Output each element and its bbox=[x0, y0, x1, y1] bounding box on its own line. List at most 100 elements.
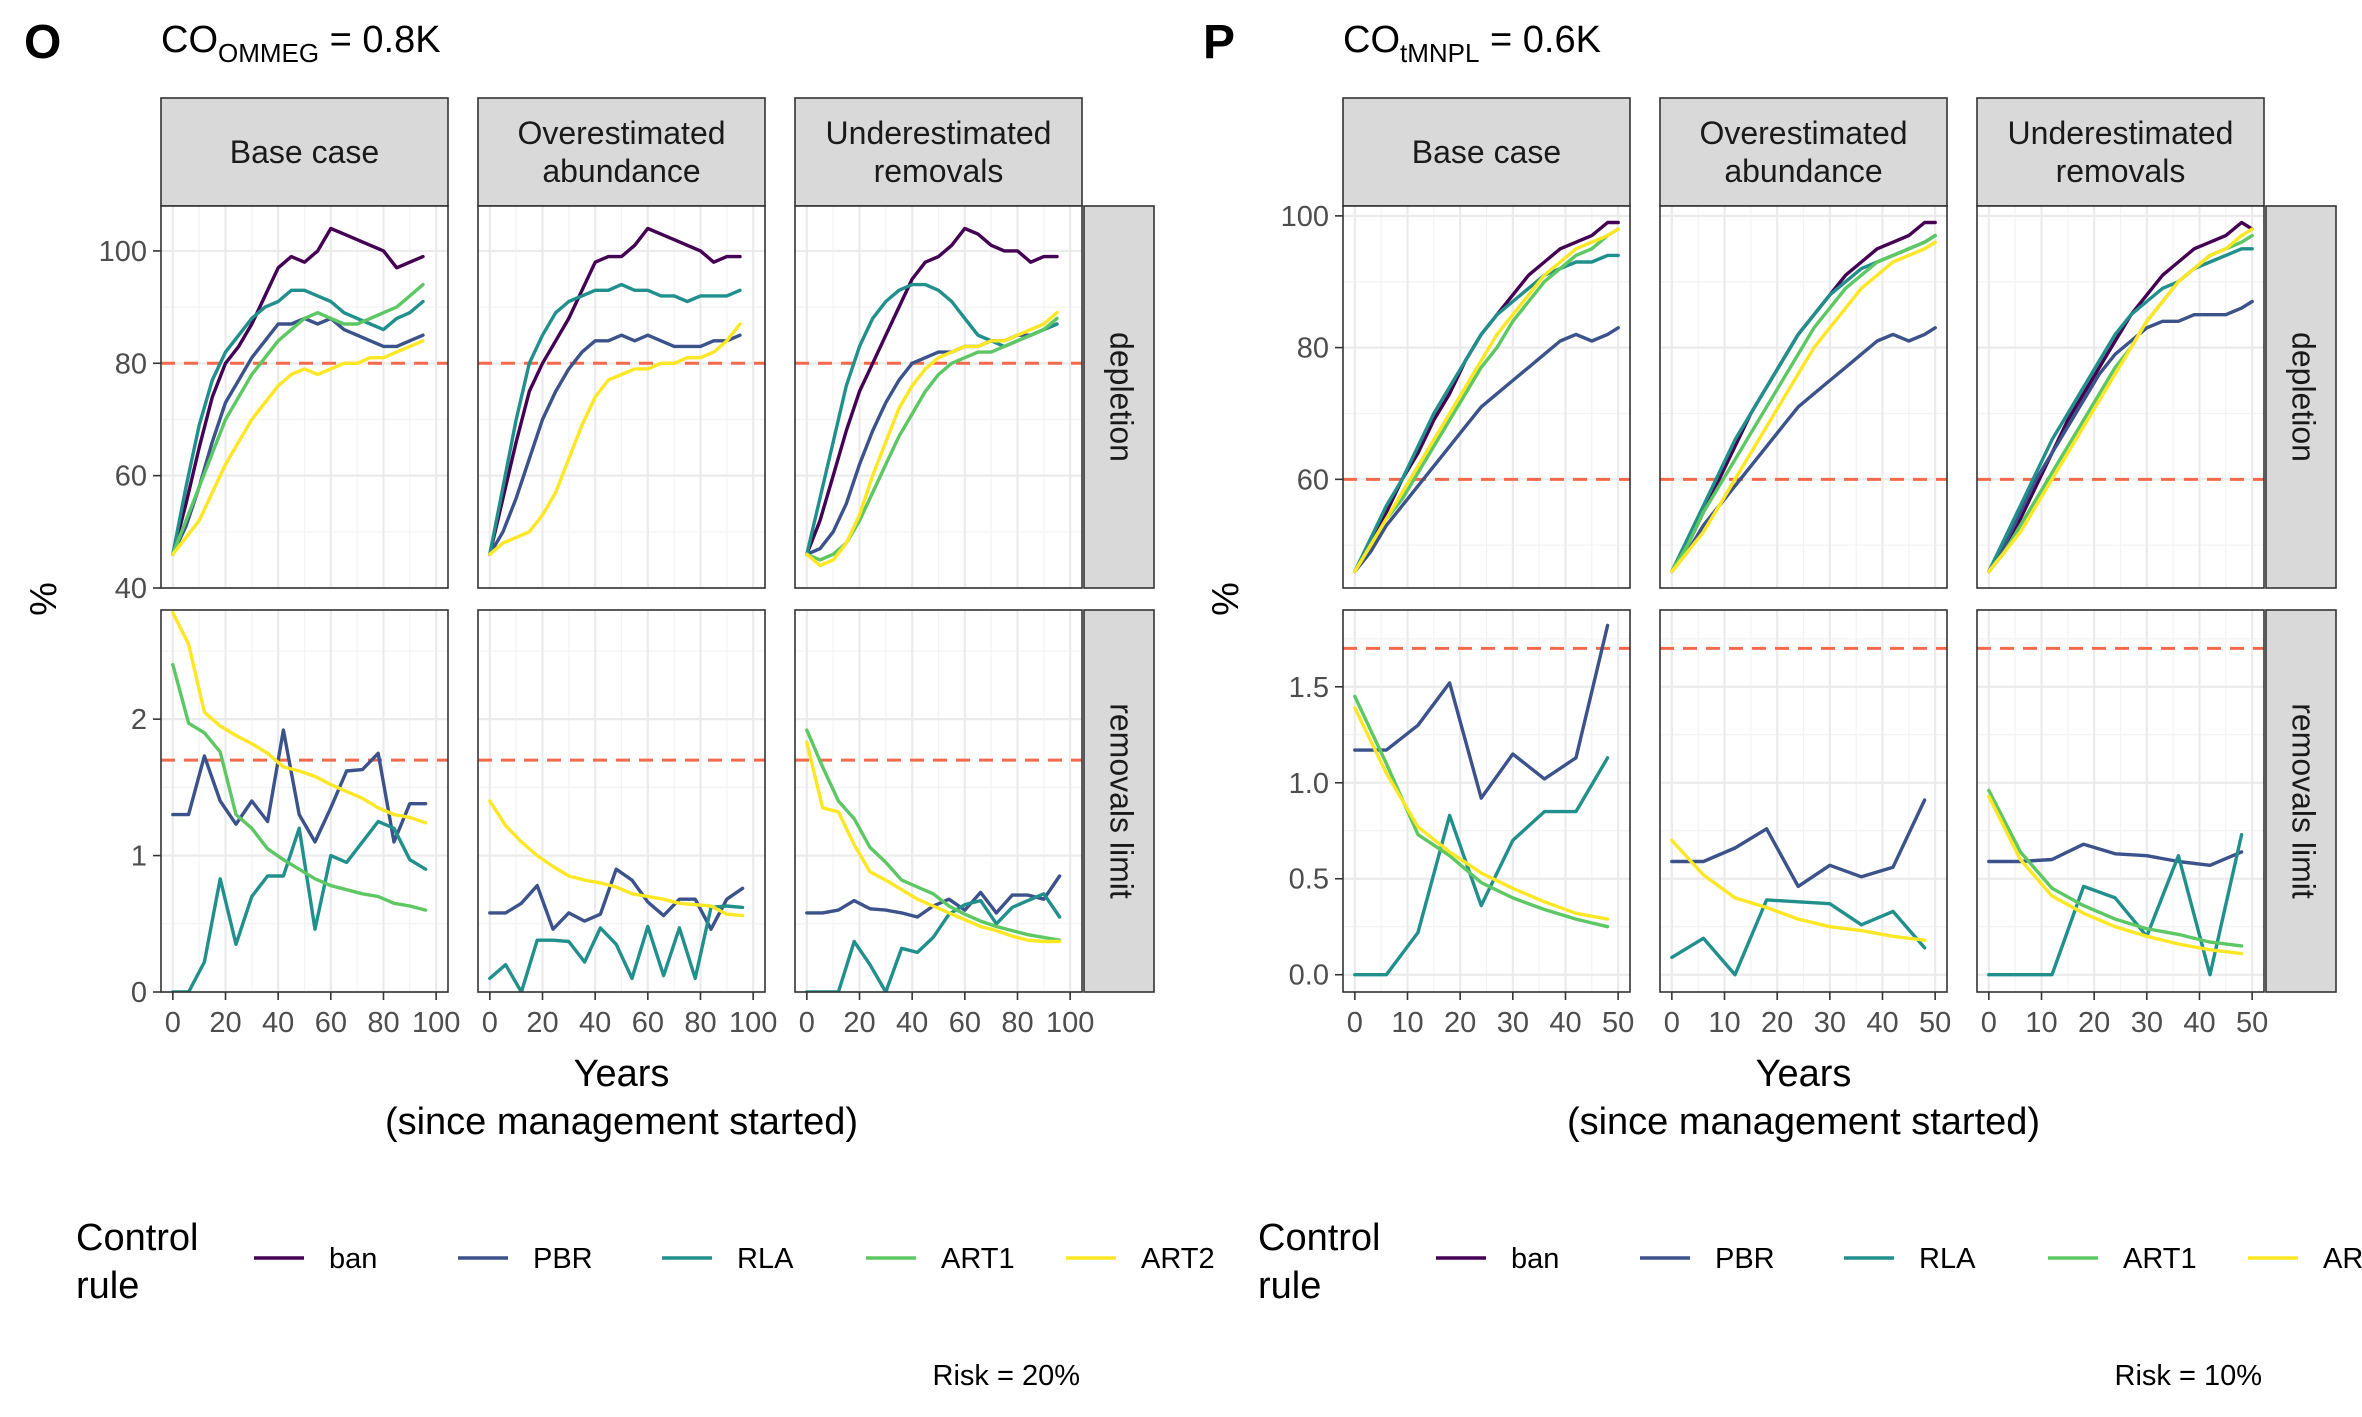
strip-label: abundance bbox=[542, 153, 700, 189]
panel-border bbox=[1342, 609, 1631, 993]
legend-title: Control bbox=[76, 1217, 199, 1259]
x-tick-label: 0 bbox=[1664, 1007, 1680, 1039]
series-line-ban bbox=[805, 226, 1059, 556]
x-tick-label: 10 bbox=[2025, 1007, 2057, 1039]
series-line-art2 bbox=[488, 322, 742, 556]
y-tick-label: 0 bbox=[131, 977, 147, 1009]
y-tick-label: 2 bbox=[131, 704, 147, 736]
x-tick-label: 100 bbox=[1046, 1007, 1094, 1039]
panel-depletion-overestimated-abundance bbox=[477, 205, 766, 590]
series-line-ban bbox=[171, 226, 425, 556]
strip-label: Base case bbox=[1412, 134, 1561, 170]
risk-label: Risk = 10% bbox=[2115, 1360, 2262, 1392]
strip-label: Underestimated bbox=[2008, 115, 2234, 151]
panel-removals-limit-underestimated-removals: 0 10 20 30 40 50 bbox=[1976, 609, 2268, 1039]
panel-removals-limit-underestimated-removals: 0 20 40 60 80 100 bbox=[794, 609, 1094, 1039]
series-line-ban bbox=[488, 226, 742, 556]
strip-label: removals limit bbox=[1104, 703, 1140, 899]
series-line-art2 bbox=[488, 799, 745, 918]
x-tick-label: 30 bbox=[1814, 1007, 1846, 1039]
legend-label-rla: RLA bbox=[737, 1243, 794, 1275]
panel-removals-limit-base-case: 0.0 0.5 1.0 1.5 0 10 20 30 40 50 bbox=[1289, 609, 1634, 1039]
series-line-art1 bbox=[1353, 227, 1620, 574]
x-axis-title: Years bbox=[1756, 1053, 1852, 1095]
panel-border bbox=[1342, 205, 1631, 589]
series-line-art1 bbox=[171, 282, 425, 556]
series-line-art1 bbox=[1670, 233, 1937, 574]
x-tick-label: 0 bbox=[1347, 1007, 1363, 1039]
legend-label-pbr: PBR bbox=[533, 1243, 593, 1275]
chart-p: P COtMNPL = 0.6K Base case Overestimatedabu… bbox=[1203, 16, 2362, 1392]
y-tick-label: 60 bbox=[115, 461, 147, 493]
x-tick-label: 100 bbox=[412, 1007, 460, 1039]
panel-letter: O bbox=[24, 16, 61, 69]
series-line-art2 bbox=[805, 740, 1062, 944]
legend-label-art1: ART1 bbox=[2123, 1243, 2197, 1275]
y-tick-label: 0.0 bbox=[1289, 960, 1329, 992]
x-tick-label: 50 bbox=[1602, 1007, 1634, 1039]
series-line-art2 bbox=[171, 611, 428, 825]
legend-label-rla: RLA bbox=[1919, 1243, 1976, 1275]
series-line-rla bbox=[1987, 247, 2254, 574]
x-tick-label: 10 bbox=[1391, 1007, 1423, 1039]
panel-border bbox=[1976, 609, 2265, 993]
strip-label: Overestimated bbox=[517, 115, 725, 151]
x-tick-label: 50 bbox=[2236, 1007, 2268, 1039]
series-line-art1 bbox=[805, 728, 1062, 942]
panel-border bbox=[1976, 205, 2265, 589]
strip-underestimated-removals bbox=[1976, 97, 2265, 207]
risk-label: Risk = 20% bbox=[933, 1360, 1080, 1392]
x-tick-label: 0 bbox=[1981, 1007, 1997, 1039]
legend-label-art2: ART2 bbox=[2323, 1243, 2362, 1275]
x-tick-label: 0 bbox=[165, 1007, 181, 1039]
x-tick-label: 20 bbox=[843, 1007, 875, 1039]
x-tick-label: 60 bbox=[949, 1007, 981, 1039]
series-line-ban bbox=[1987, 220, 2254, 574]
x-tick-label: 60 bbox=[315, 1007, 347, 1039]
x-tick-label: 20 bbox=[209, 1007, 241, 1039]
panel-border bbox=[1659, 609, 1948, 993]
legend-label-art1: ART1 bbox=[941, 1243, 1015, 1275]
x-tick-label: 80 bbox=[684, 1007, 716, 1039]
x-tick-label: 40 bbox=[1866, 1007, 1898, 1039]
x-axis-subtitle: (since management started) bbox=[385, 1101, 858, 1143]
strip-depletion bbox=[2265, 205, 2337, 589]
panel-removals-limit-overestimated-abundance: 0 20 40 60 80 100 bbox=[477, 609, 777, 1039]
x-tick-label: 40 bbox=[896, 1007, 928, 1039]
chart-title: COOMMEG = 0.8K bbox=[161, 19, 441, 68]
panel-depletion-underestimated-removals bbox=[794, 205, 1083, 590]
y-axis-title: % bbox=[23, 582, 65, 616]
y-tick-label: 1 bbox=[131, 841, 147, 873]
strip-label: Overestimated bbox=[1699, 115, 1907, 151]
panel-border bbox=[794, 609, 1083, 993]
series-line-pbr bbox=[1353, 326, 1620, 574]
x-tick-label: 30 bbox=[2131, 1007, 2163, 1039]
series-line-pbr bbox=[1987, 842, 2244, 867]
x-tick-label: 20 bbox=[1444, 1007, 1476, 1039]
legend-title: Control bbox=[1258, 1217, 1381, 1259]
panel-border bbox=[477, 609, 766, 993]
x-tick-label: 30 bbox=[1497, 1007, 1529, 1039]
panel-border bbox=[160, 609, 449, 993]
strip-base-case bbox=[160, 97, 449, 207]
series-line-rla bbox=[805, 892, 1062, 992]
series-line-art2 bbox=[805, 311, 1059, 568]
legend-label-art2: ART2 bbox=[1141, 1243, 1215, 1275]
series-line-art1 bbox=[1353, 694, 1610, 929]
x-tick-label: 40 bbox=[2183, 1007, 2215, 1039]
strip-label: Underestimated bbox=[826, 115, 1052, 151]
legend-title: rule bbox=[1258, 1265, 1321, 1307]
legend-title: rule bbox=[76, 1265, 139, 1307]
series-line-art2 bbox=[171, 339, 425, 556]
x-tick-label: 40 bbox=[1549, 1007, 1581, 1039]
series-line-art2 bbox=[1670, 240, 1937, 574]
series-line-rla bbox=[1670, 898, 1927, 977]
y-tick-label: 80 bbox=[1297, 333, 1329, 365]
panel-depletion-base-case: 40 60 80 100 bbox=[99, 205, 449, 605]
panel-depletion-overestimated-abundance bbox=[1659, 205, 1948, 589]
series-line-art1 bbox=[1987, 788, 2244, 948]
panel-depletion-underestimated-removals bbox=[1976, 205, 2265, 589]
series-line-pbr bbox=[171, 728, 428, 844]
y-tick-label: 1.0 bbox=[1289, 768, 1329, 800]
